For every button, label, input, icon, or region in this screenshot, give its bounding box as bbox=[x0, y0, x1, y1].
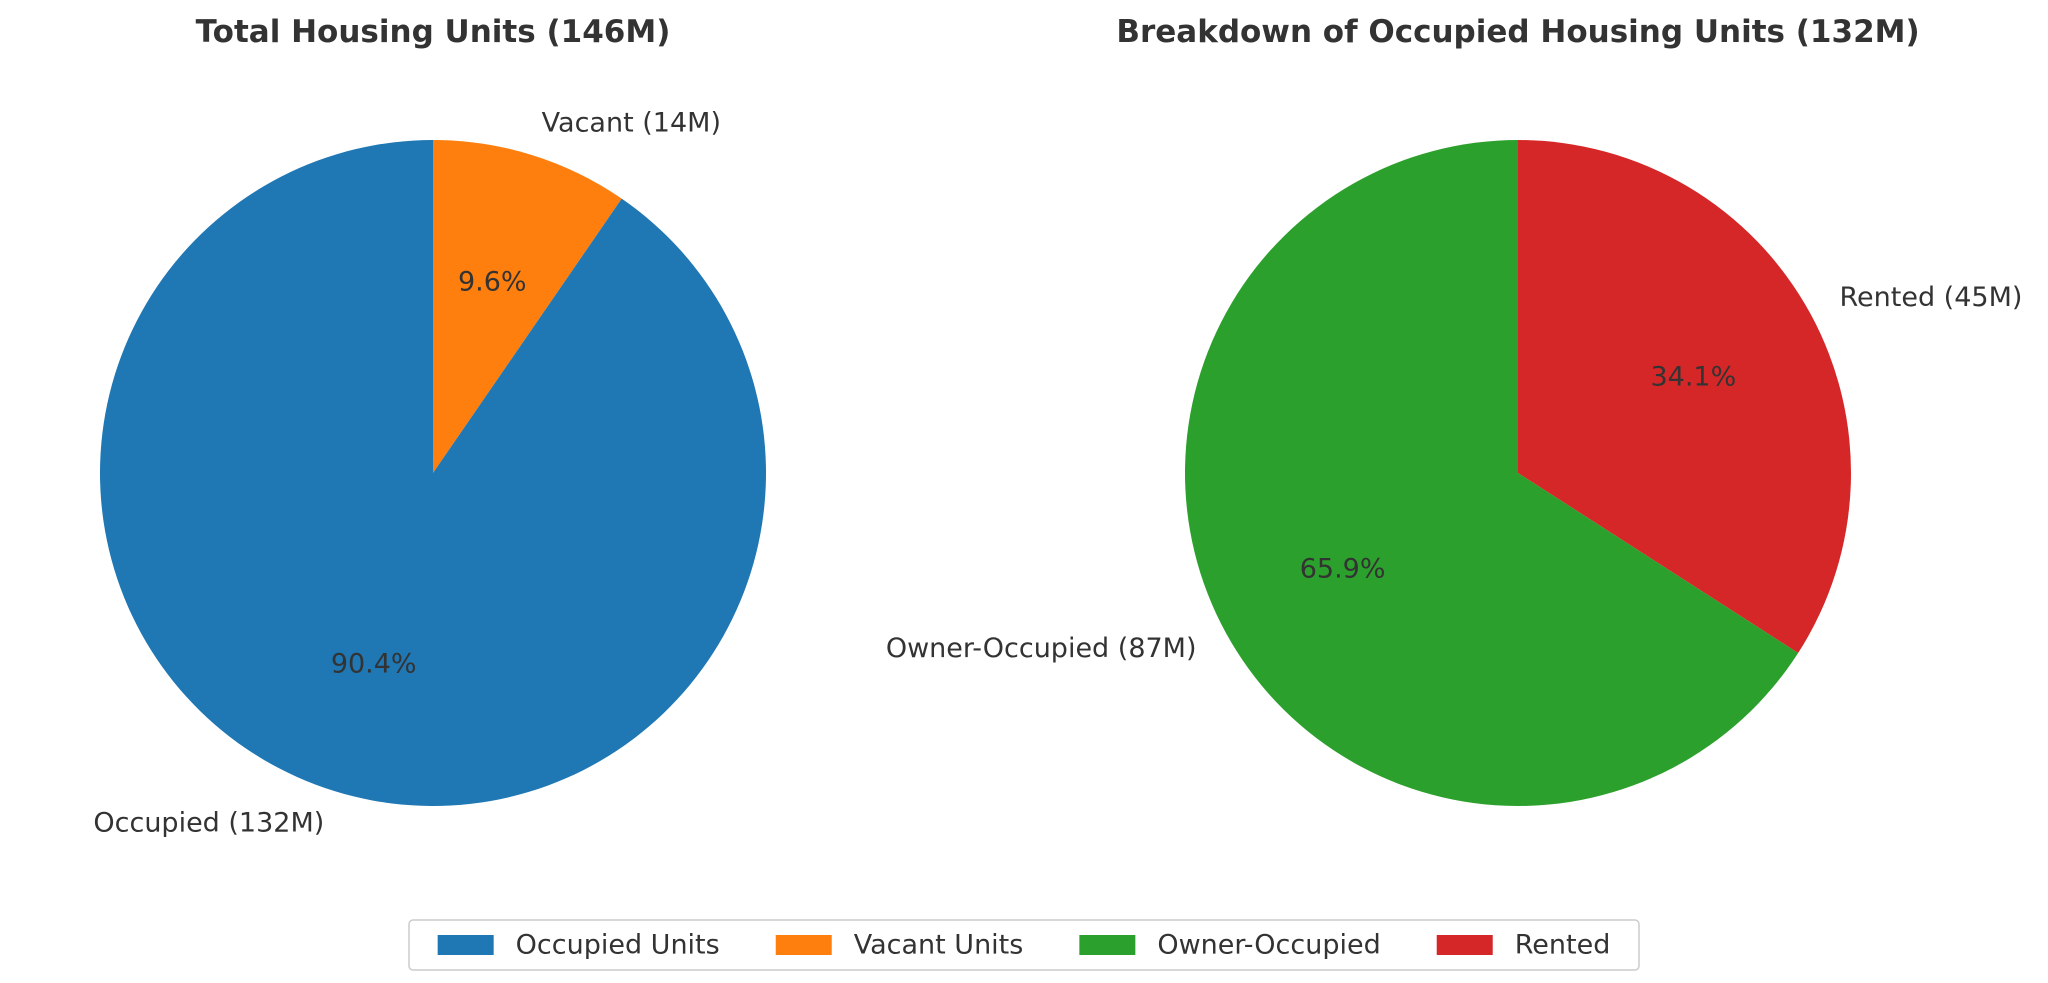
legend-label-rented: Rented bbox=[1515, 930, 1611, 961]
pie-slice-rented bbox=[1518, 140, 1851, 654]
chart-legend: Occupied Units Vacant Units Owner-Occupied… bbox=[408, 919, 1640, 971]
pie-slice-owner-occupied bbox=[1185, 140, 1799, 806]
legend-swatch-occupied-units bbox=[437, 935, 494, 955]
legend-swatch-owner-occupied bbox=[1079, 935, 1136, 955]
slice-label-occupied: Occupied (132M) bbox=[93, 807, 324, 838]
percent-labels-occupied-breakdown: 34.1% 65.9% bbox=[1300, 362, 1737, 585]
occupied-breakdown-pie-chart: Breakdown of Occupied Housing Units (132… bbox=[886, 14, 2023, 806]
percent-labels-total-housing: 9.6% 90.4% bbox=[331, 267, 527, 680]
pie-slices-total-housing bbox=[99, 140, 766, 806]
legend-frame bbox=[408, 919, 1640, 971]
percent-label-rented: 34.1% bbox=[1650, 362, 1736, 393]
slice-labels-total-housing: Vacant (14M) Occupied (132M) bbox=[93, 108, 721, 839]
slice-label-vacant: Vacant (14M) bbox=[542, 108, 721, 139]
total-housing-pie-chart: Total Housing Units (146M) 9.6% 90.4% Vac… bbox=[93, 14, 766, 838]
pie-slice-occupied bbox=[99, 140, 766, 806]
slice-label-rented: Rented (45M) bbox=[1839, 282, 2022, 313]
percent-label-occupied: 90.4% bbox=[331, 648, 417, 679]
legend-label-owner-occupied: Owner-Occupied bbox=[1157, 930, 1380, 961]
pie-slices-occupied-breakdown bbox=[1185, 140, 1851, 806]
legend-label-vacant-units: Vacant Units bbox=[854, 930, 1024, 961]
legend-swatch-vacant-units bbox=[775, 935, 832, 955]
pie-slice-vacant bbox=[433, 140, 622, 473]
legend-swatch-rented bbox=[1436, 935, 1493, 955]
slice-label-owner-occupied: Owner-Occupied (87M) bbox=[886, 633, 1197, 664]
percent-label-owner-occupied: 65.9% bbox=[1300, 553, 1386, 584]
chart-title-occupied-breakdown: Breakdown of Occupied Housing Units (132… bbox=[1116, 14, 1919, 50]
slice-labels-occupied-breakdown: Rented (45M) Owner-Occupied (87M) bbox=[886, 282, 2023, 664]
percent-label-vacant: 9.6% bbox=[458, 267, 527, 298]
legend-label-occupied-units: Occupied Units bbox=[516, 930, 720, 961]
chart-title-total-housing: Total Housing Units (146M) bbox=[196, 14, 671, 50]
